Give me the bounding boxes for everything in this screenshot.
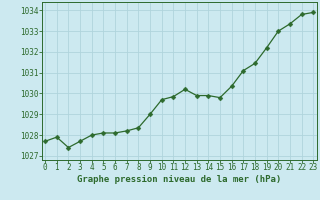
- X-axis label: Graphe pression niveau de la mer (hPa): Graphe pression niveau de la mer (hPa): [77, 175, 281, 184]
